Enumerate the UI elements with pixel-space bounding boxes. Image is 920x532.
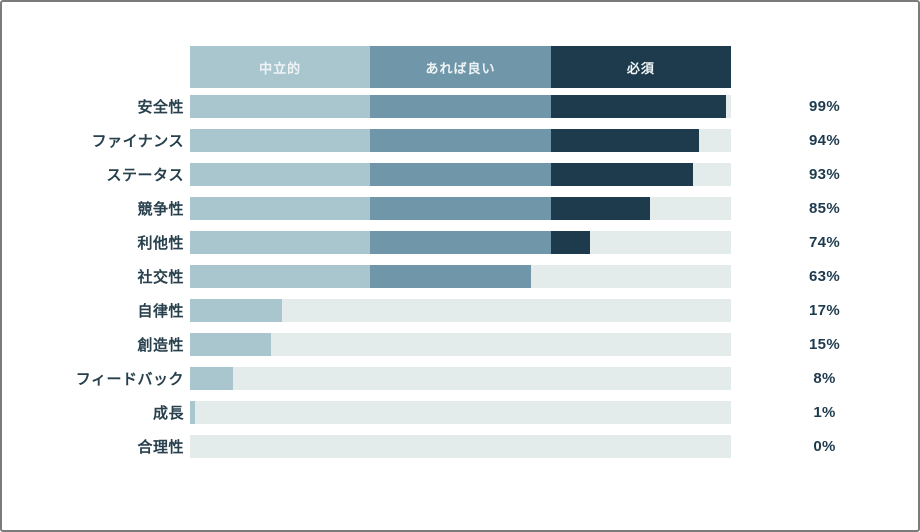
chart-row: 創造性 15% — [2, 333, 918, 356]
bar-segment-neutral — [190, 367, 234, 390]
legend-track: 中立的 あれば良い 必須 — [190, 46, 731, 88]
bar-segment-nice-to-have — [370, 163, 551, 186]
category-label: ステータス — [106, 167, 184, 184]
category-label: 安全性 — [137, 99, 184, 116]
value-label: 17% — [809, 302, 840, 319]
value-label: 15% — [809, 336, 840, 353]
legend-item-neutral: 中立的 — [190, 46, 371, 88]
bar-segment-nice-to-have — [370, 197, 551, 220]
value-label: 94% — [809, 132, 840, 149]
bar-segment-must-have — [550, 129, 699, 152]
chart-row: 自律性 17% — [2, 299, 918, 322]
bar-segment-nice-to-have — [370, 231, 551, 254]
category-label: フィードバック — [75, 371, 184, 388]
bar-segment-must-have — [550, 231, 591, 254]
category-label: 成長 — [152, 405, 184, 422]
bar-track — [190, 333, 731, 356]
chart-row: ファイナンス 94% — [2, 129, 918, 152]
legend: 中立的 あれば良い 必須 — [2, 46, 918, 88]
stacked-bar-chart: 中立的 あれば良い 必須 安全性 99% ファイナンス 94% ステータス 93% 競争性 8… — [2, 46, 918, 469]
bar-track — [190, 299, 731, 322]
bar-segment-must-have — [550, 95, 726, 118]
value-label: 8% — [813, 370, 836, 387]
bar-segment-neutral — [190, 129, 371, 152]
chart-row: 安全性 99% — [2, 95, 918, 118]
bar-segment-neutral — [190, 299, 282, 322]
category-label: 自律性 — [137, 303, 184, 320]
bar-track — [190, 163, 731, 186]
bar-segment-neutral — [190, 197, 371, 220]
bar-segment-neutral — [190, 265, 371, 288]
value-label: 93% — [809, 166, 840, 183]
value-label: 99% — [809, 98, 840, 115]
chart-row: 成長 1% — [2, 401, 918, 424]
chart-row: 利他性 74% — [2, 231, 918, 254]
legend-item-nice-to-have: あれば良い — [370, 46, 551, 88]
bar-track — [190, 95, 731, 118]
chart-row: ステータス 93% — [2, 163, 918, 186]
bar-track — [190, 129, 731, 152]
value-label: 1% — [813, 404, 836, 421]
value-label: 74% — [809, 234, 840, 251]
bar-track — [190, 401, 731, 424]
category-label: 合理性 — [137, 439, 184, 456]
bar-segment-neutral — [190, 95, 371, 118]
chart-rows: 安全性 99% ファイナンス 94% ステータス 93% 競争性 85% 利他性 74% 社交性 63… — [2, 95, 918, 458]
chart-row: 競争性 85% — [2, 197, 918, 220]
bar-segment-nice-to-have — [370, 129, 551, 152]
bar-track — [190, 197, 731, 220]
value-label: 63% — [809, 268, 840, 285]
chart-row: 社交性 63% — [2, 265, 918, 288]
legend-item-must-have: 必須 — [550, 46, 731, 88]
chart-row: 合理性 0% — [2, 435, 918, 458]
value-label: 0% — [813, 438, 836, 455]
category-label: 利他性 — [137, 235, 184, 252]
bar-segment-must-have — [550, 163, 694, 186]
bar-track — [190, 367, 731, 390]
bar-track — [190, 435, 731, 458]
bar-segment-neutral — [190, 163, 371, 186]
bar-segment-nice-to-have — [370, 95, 551, 118]
category-label: 競争性 — [137, 201, 184, 218]
bar-segment-neutral — [190, 333, 272, 356]
bar-segment-nice-to-have — [370, 265, 531, 288]
value-label: 85% — [809, 200, 840, 217]
chart-row: フィードバック 8% — [2, 367, 918, 390]
category-label: ファイナンス — [91, 133, 184, 150]
bar-segment-must-have — [550, 197, 650, 220]
bar-track — [190, 231, 731, 254]
category-label: 創造性 — [137, 337, 184, 354]
bar-segment-neutral — [190, 231, 371, 254]
bar-track — [190, 265, 731, 288]
bar-segment-neutral — [190, 401, 196, 424]
category-label: 社交性 — [137, 269, 184, 286]
